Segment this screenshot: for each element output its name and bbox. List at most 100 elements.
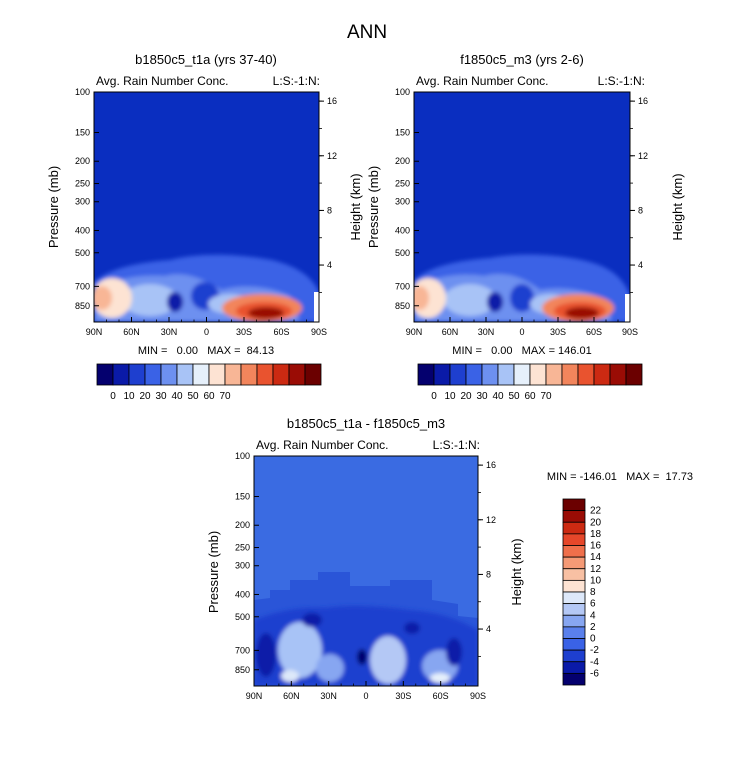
- panel-c-white-2: [281, 670, 299, 682]
- panel-c-colorbar-label: 12: [590, 564, 602, 575]
- panel-a-ytick-label: 100: [75, 87, 90, 97]
- panel-a-colorbar: 0 10 20 30 40 50 60 70: [96, 363, 322, 402]
- panel-b-patch-3: [487, 292, 503, 312]
- panel-a-title: b1850c5_t1a (yrs 37-40): [135, 52, 277, 67]
- panel-a-colorbar-swatch: [208, 363, 226, 386]
- panel-a-ytick-right-label: 12: [327, 151, 337, 161]
- panel-c-ytick-label: 200: [235, 520, 250, 530]
- panel-a-colorbar-swatch: [192, 363, 210, 386]
- panel-c-dark-4: [302, 613, 322, 627]
- panel-b-colorbar-swatch: [417, 363, 435, 386]
- panel-c-colorbar-swatch: [562, 626, 586, 639]
- panel-b-ytick-label: 700: [395, 281, 410, 291]
- panel-b-colorbar-label: 10: [444, 391, 456, 402]
- panel-c-colorbar-label: 4: [590, 610, 596, 621]
- panel-a-ytick-label: 700: [75, 281, 90, 291]
- panel-c: b1850c5_t1a - f1850c5_m3 Avg. Rain Numbe…: [206, 416, 693, 701]
- panel-c-right-label: L:S:-1:N:: [433, 438, 480, 452]
- panel-b-colorbar-label: 20: [460, 391, 472, 402]
- panel-a-colorbar-label: 0: [110, 391, 116, 402]
- panel-b-colorbar-swatch: [465, 363, 483, 386]
- panel-a-ytick-label: 250: [75, 179, 90, 189]
- panel-a-xtick-label: 30S: [236, 327, 252, 337]
- panel-a-axes: 90N 60N 30N 0 30S 60S 90S 100 150 200 250 300 400 500…: [75, 87, 337, 337]
- panel-c-colorbar-label: 16: [590, 541, 602, 552]
- panel-b-xtick-label: 30S: [550, 327, 566, 337]
- panel-c-stats: MIN = -146.01 MAX = 17.73: [547, 471, 693, 483]
- panel-c-dark-3: [357, 649, 367, 665]
- panel-c-xtick-label: 0: [363, 691, 368, 701]
- panel-c-colorbar-label: 14: [590, 552, 602, 563]
- panel-b-ytick-label: 100: [395, 87, 410, 97]
- panel-b-ytick-label: 400: [395, 225, 410, 235]
- panel-b-colorbar-label: 70: [540, 391, 552, 402]
- panel-a-colorbar-label: 70: [219, 391, 231, 402]
- panel-c-colorbar-label: 10: [590, 575, 602, 586]
- panel-c-ylabel: Pressure (mb): [206, 531, 221, 613]
- panel-b-xtick-label: 30N: [478, 327, 495, 337]
- panel-a-ytick-label: 200: [75, 156, 90, 166]
- panel-a-colorbar-label: 50: [187, 391, 199, 402]
- panel-b-colorbar-swatch: [561, 363, 579, 386]
- panel-a-right-label: L:S:-1:N:: [273, 74, 320, 88]
- panel-a-colorbar-swatch: [112, 363, 130, 386]
- panel-c-colorbar-swatch: [562, 568, 586, 581]
- panel-c-colorbar-label: 2: [590, 622, 596, 633]
- panel-c-ytick-label: 700: [235, 645, 250, 655]
- panel-c-colorbar-swatch: [562, 533, 586, 546]
- panel-b-xtick-label: 90N: [406, 327, 423, 337]
- panel-c-colorbar-label: -2: [590, 645, 599, 656]
- panel-c-colorbar-label: 20: [590, 517, 602, 528]
- panel-b-warm-2: [414, 286, 429, 310]
- panel-b-title: f1850c5_m3 (yrs 2-6): [460, 52, 584, 67]
- panel-b-ylabel-right: Height (km): [670, 173, 685, 240]
- panel-c-colorbar-swatch: [562, 591, 586, 605]
- panel-a: b1850c5_t1a (yrs 37-40) Avg. Rain Number…: [46, 52, 363, 402]
- panel-b-colorbar-swatch: [481, 363, 499, 386]
- panel-b-colorbar-label: 60: [524, 391, 536, 402]
- panel-b-core-3: [565, 307, 599, 319]
- panel-a-stats: MIN = 0.00 MAX = 84.13: [138, 345, 274, 357]
- panel-b-colorbar-label: 0: [431, 391, 437, 402]
- panel-c-ytick-label: 250: [235, 543, 250, 553]
- panel-c-colorbar-label: 8: [590, 587, 596, 598]
- panel-c-light-1: [278, 622, 322, 678]
- panel-b-left-label: Avg. Rain Number Conc.: [416, 74, 549, 88]
- panel-b-ytick-label: 300: [395, 197, 410, 207]
- panel-c-xtick-label: 30S: [395, 691, 411, 701]
- panel-c-dark-1: [256, 633, 276, 677]
- panel-b-colorbar-swatch: [449, 363, 467, 386]
- panel-b-colorbar-swatch: [545, 363, 563, 386]
- panel-b-xtick-label: 0: [519, 327, 524, 337]
- panel-c-colorbar-swatch: [562, 545, 586, 558]
- panel-a-xtick-label: 90S: [311, 327, 327, 337]
- panel-b-axes: 90N 60N 30N 0 30S 60S 90S 100 150 200 250 300 400 500…: [395, 87, 648, 337]
- panel-c-ytick-label: 150: [235, 492, 250, 502]
- panel-b-ytick-label: 200: [395, 156, 410, 166]
- panel-c-left-label: Avg. Rain Number Conc.: [256, 438, 389, 452]
- panel-c-light-3: [316, 654, 344, 682]
- panel-a-colorbar-swatch: [256, 363, 274, 386]
- panel-b-ytick-right-label: 12: [638, 151, 648, 161]
- panel-b-xtick-label: 60N: [442, 327, 459, 337]
- panel-c-ytick-label: 500: [235, 612, 250, 622]
- panel-a-colorbar-swatch: [144, 363, 162, 386]
- panel-a-ytick-right-label: 16: [327, 96, 337, 106]
- panel-c-title: b1850c5_t1a - f1850c5_m3: [287, 416, 445, 431]
- panel-a-ytick-label: 400: [75, 225, 90, 235]
- panel-a-xtick-label: 60N: [123, 327, 140, 337]
- panel-b-colorbar-swatch: [529, 363, 547, 386]
- panel-c-colorbar-swatch: [562, 556, 586, 570]
- panel-a-ytick-label: 850: [75, 301, 90, 311]
- panel-a-ytick-right-label: 8: [327, 205, 332, 215]
- panel-a-colorbar-swatch: [160, 363, 178, 386]
- main-title: ANN: [347, 22, 387, 43]
- panel-a-xtick-label: 30N: [161, 327, 178, 337]
- panel-c-colorbar-label: -4: [590, 657, 599, 668]
- panel-c-light-2: [370, 636, 406, 684]
- panel-a-colorbar-label: 40: [171, 391, 183, 402]
- panel-c-ytick-label: 100: [235, 451, 250, 461]
- panel-a-colorbar-swatch: [240, 363, 258, 386]
- panel-a-colorbar-swatch: [128, 363, 146, 386]
- panel-c-ytick-right-label: 8: [486, 569, 491, 579]
